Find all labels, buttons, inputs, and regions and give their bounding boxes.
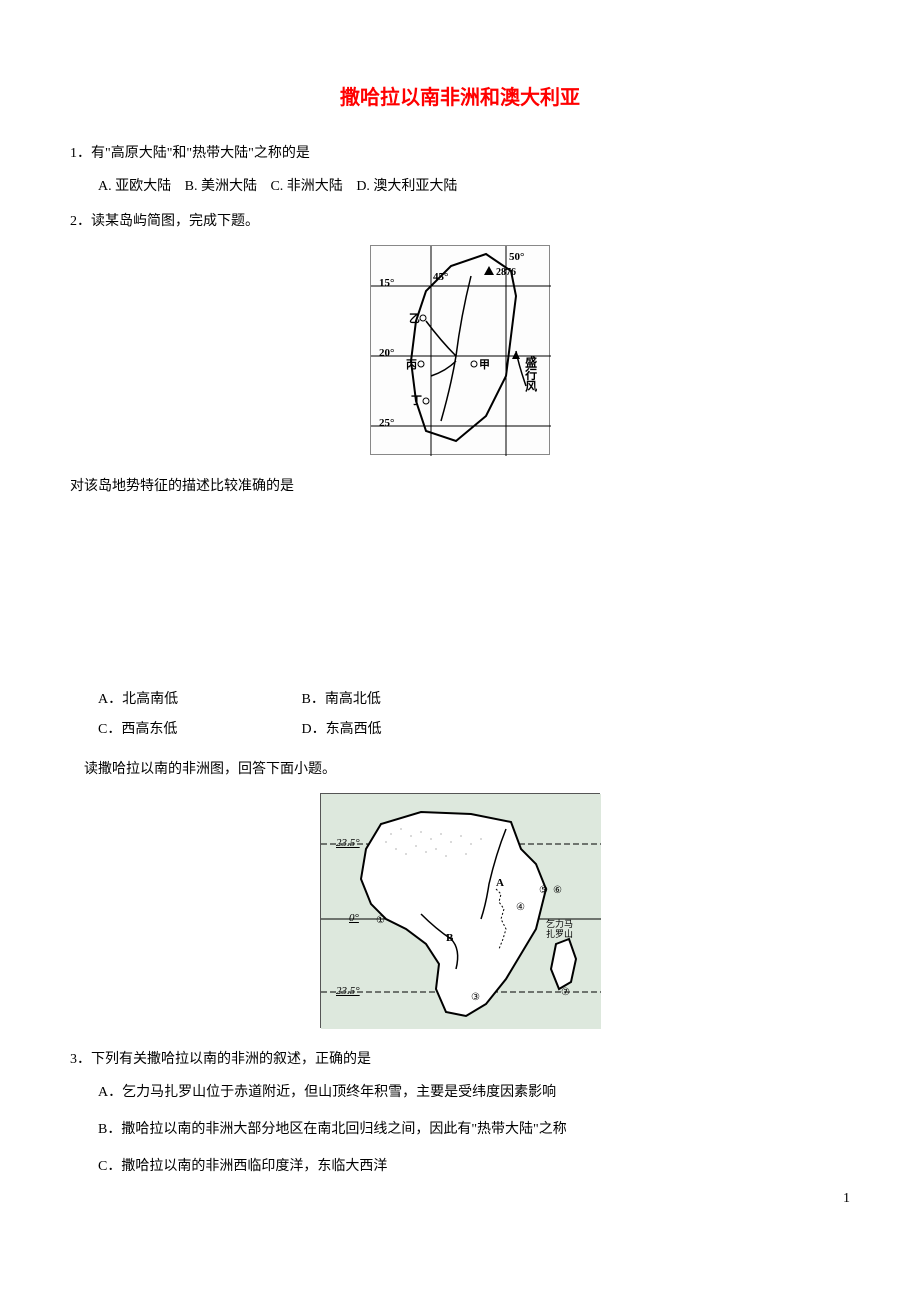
f1-peak-marker [484, 266, 494, 275]
q3-option-c: C．撒哈拉以南的非洲西临印度洋，东临大西洋 [98, 1154, 850, 1179]
f2-circle-7: ⑦ [561, 984, 570, 1002]
question-1: 1．有"高原大陆"和"热带大陆"之称的是 A. 亚欧大陆 B. 美洲大陆 C. … [70, 141, 850, 199]
q2-option-a: A．北高南低 [98, 687, 298, 712]
f1-peak: 2876 [496, 264, 516, 282]
q3-option-a: A．乞力马扎罗山位于赤道附近，但山顶终年积雪，主要是受纬度因素影响 [98, 1080, 850, 1105]
instruction-text: 读撒哈拉以南的非洲图，回答下面小题。 [70, 757, 850, 782]
f1-lat25: 25° [379, 414, 394, 434]
q2-text: 2．读某岛屿简图，完成下题。 [70, 209, 850, 234]
q2-option-d: D．东高西低 [302, 717, 502, 742]
q3-options: A．乞力马扎罗山位于赤道附近，但山顶终年积雪，主要是受纬度因素影响 B．撒哈拉以… [70, 1080, 850, 1180]
page-number: 1 [843, 1186, 850, 1211]
figure-2-container: 23.5° 0° 23.5° A B 乞力马扎罗山 ① ④ ⑤ ⑥ ③ ⑦ [70, 793, 850, 1037]
q1-option-a: A. 亚欧大陆 [98, 174, 171, 199]
f2-label-b: B [446, 929, 453, 949]
f2-circle-3: ③ [471, 989, 480, 1007]
f1-lat15: 15° [379, 274, 394, 294]
q1-text: 1．有"高原大陆"和"热带大陆"之称的是 [70, 141, 850, 166]
q1-option-d: D. 澳大利亚大陆 [356, 174, 457, 199]
q2-options: A．北高南低 B．南高北低 C．西高东低 D．东高西低 [70, 687, 850, 747]
f1-ding: 丁 [411, 392, 422, 412]
f2-equator: 0° [349, 909, 359, 929]
q1-option-c: C. 非洲大陆 [270, 174, 342, 199]
island-svg [371, 246, 551, 456]
title-text: 撒哈拉以南非洲和澳大利亚 [340, 87, 580, 109]
question-2: 2．读某岛屿简图，完成下题。 50° 45° [70, 209, 850, 747]
f2-circle-1: ① [376, 912, 385, 930]
f1-jia: 甲 [479, 356, 490, 376]
document-title: 撒哈拉以南非洲和澳大利亚 [70, 80, 850, 116]
f2-tropic-n: 23.5° [336, 834, 360, 854]
f2-circle-6: ⑥ [553, 882, 562, 900]
figure-1-map: 50° 45° 15° 20° 25° 2876 乙 丙 甲 丁 盛行风 [370, 245, 550, 455]
figure-1-container: 50° 45° 15° 20° 25° 2876 乙 丙 甲 丁 盛行风 [70, 245, 850, 464]
f2-circle-4: ④ [516, 899, 525, 917]
q2-subtext: 对该岛地势特征的描述比较准确的是 [70, 474, 850, 499]
q2-option-c: C．西高东低 [98, 717, 298, 742]
f2-circle-5: ⑤ [539, 882, 548, 900]
f2-tropic-s: 23.5° [336, 982, 360, 1002]
f2-label-a: A [496, 874, 504, 894]
q3-option-b: B．撒哈拉以南的非洲大部分地区在南北回归线之间，因此有"热带大陆"之称 [98, 1117, 850, 1142]
spacer [70, 507, 850, 687]
q3-text: 3．下列有关撒哈拉以南的非洲的叙述，正确的是 [70, 1047, 850, 1072]
q1-option-b: B. 美洲大陆 [185, 174, 257, 199]
africa-svg [321, 794, 601, 1029]
q2-option-b: B．南高北低 [302, 687, 502, 712]
figure-2-map: 23.5° 0° 23.5° A B 乞力马扎罗山 ① ④ ⑤ ⑥ ③ ⑦ [320, 793, 600, 1028]
f1-bing: 丙 [406, 356, 417, 376]
f2-mountain: 乞力马扎罗山 [546, 919, 573, 941]
f1-lon45: 45° [433, 268, 448, 288]
q1-options: A. 亚欧大陆 B. 美洲大陆 C. 非洲大陆 D. 澳大利亚大陆 [70, 174, 850, 199]
question-3: 3．下列有关撒哈拉以南的非洲的叙述，正确的是 A．乞力马扎罗山位于赤道附近，但山… [70, 1047, 850, 1180]
f1-yi: 乙 [409, 310, 420, 330]
f1-wind: 盛行风 [519, 356, 541, 392]
f1-lat20: 20° [379, 344, 394, 364]
